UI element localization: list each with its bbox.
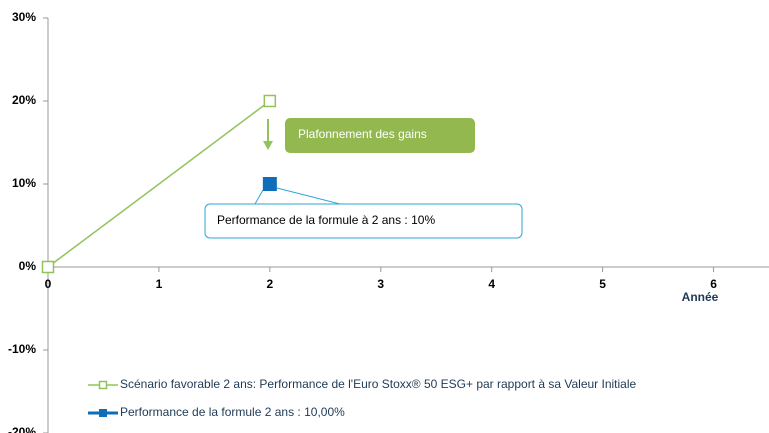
x-tick-label: 2: [267, 277, 274, 291]
x-tick-label: 1: [156, 277, 163, 291]
y-tick-label: -10%: [8, 342, 36, 356]
y-tick-label: 30%: [12, 10, 36, 24]
data-point: [262, 177, 277, 191]
cap-arrow-head: [263, 141, 273, 150]
y-tick-label: 0%: [19, 259, 37, 273]
x-tick-label: 4: [488, 277, 495, 291]
data-point: [41, 260, 55, 274]
legend-marker: [98, 380, 108, 390]
y-tick-label: 10%: [12, 176, 36, 190]
y-tick-label: -20%: [8, 425, 36, 433]
y-tick-label: 20%: [12, 93, 36, 107]
callout-text: Performance de la formule à 2 ans : 10%: [217, 213, 435, 227]
series-line: [47, 100, 271, 268]
legend-label: Scénario favorable 2 ans: Performance de…: [120, 377, 637, 391]
callout-box: [204, 203, 523, 239]
legend-label: Performance de la formule 2 ans : 10,00%: [120, 405, 345, 419]
callout-leader: [254, 187, 341, 205]
cap-box: [285, 118, 475, 153]
cap-text: Plafonnement des gains: [298, 127, 427, 141]
x-axis-label: Année: [682, 290, 719, 304]
x-tick-label: 3: [377, 277, 384, 291]
x-tick-label: 0: [45, 277, 52, 291]
data-point: [263, 94, 277, 108]
x-tick-label: 5: [599, 277, 606, 291]
x-tick-label: 6: [710, 277, 717, 291]
legend-marker: [99, 409, 107, 417]
